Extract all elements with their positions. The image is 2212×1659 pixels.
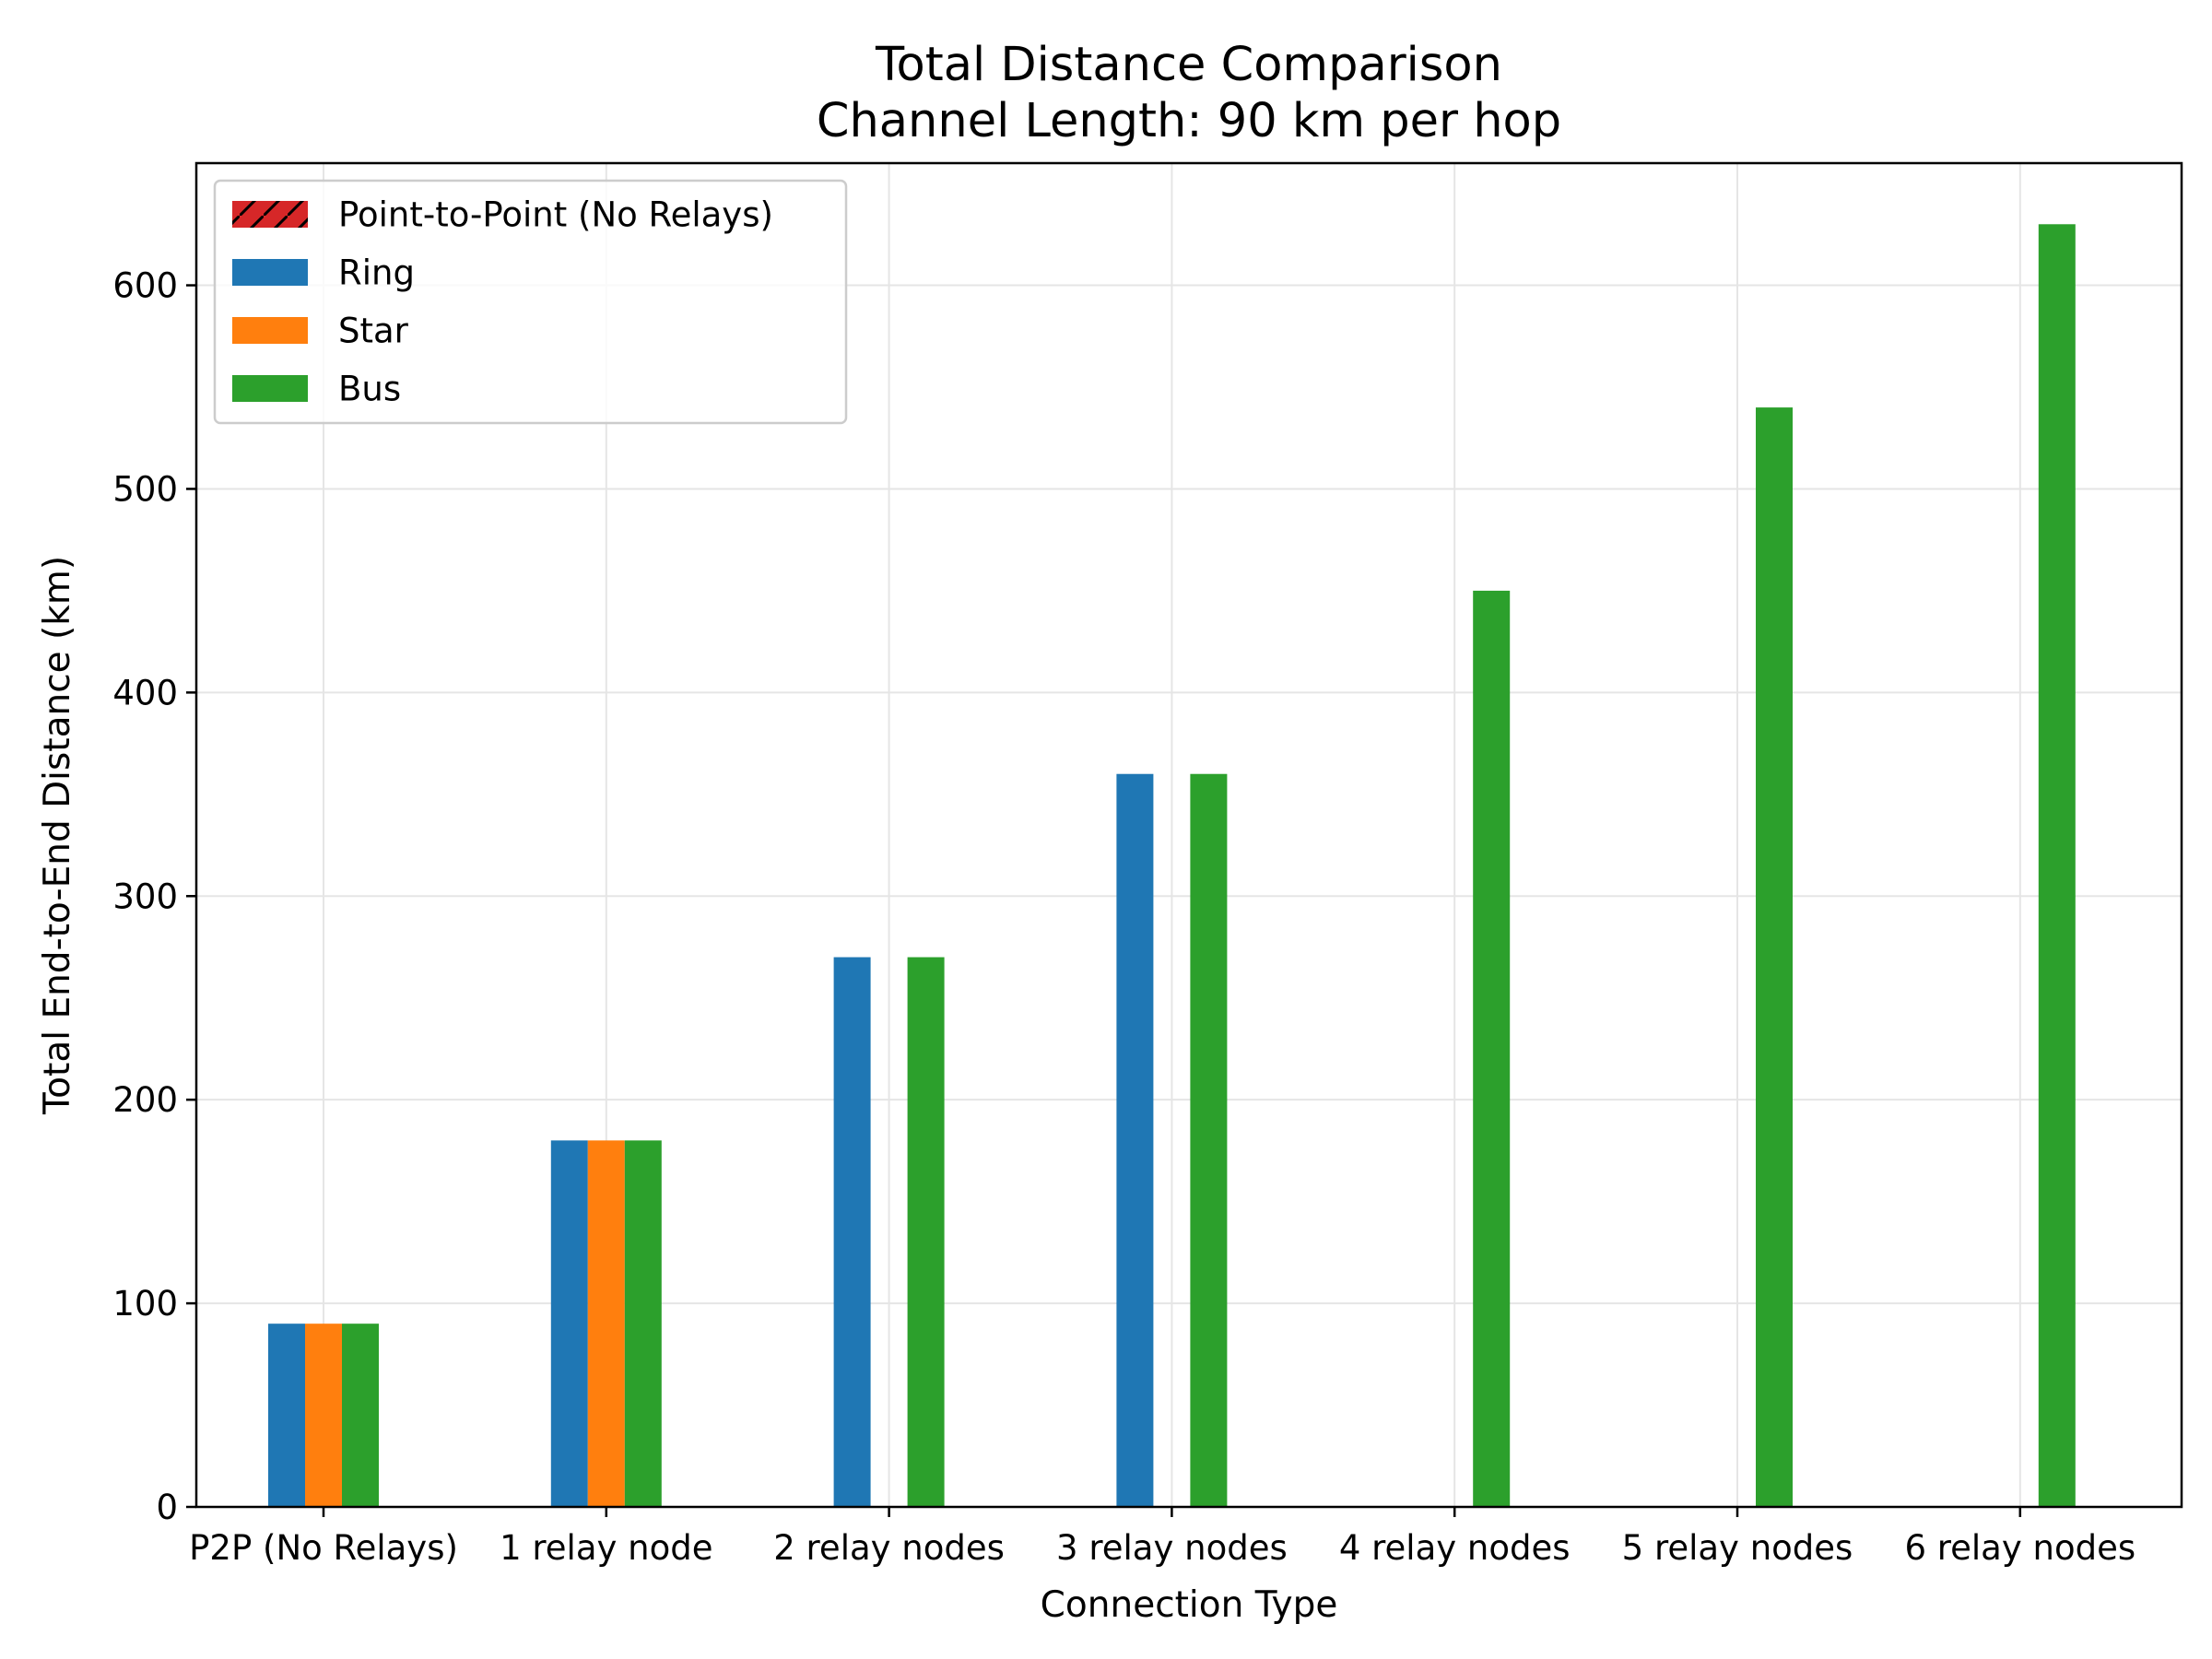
y-tick-label: 600	[112, 266, 178, 306]
bar-bus-6	[2038, 224, 2076, 1508]
y-tick-label: 500	[112, 469, 178, 509]
legend-swatch-ring	[232, 259, 308, 286]
y-tick-label: 100	[112, 1284, 178, 1324]
legend-label-ring: Ring	[338, 253, 415, 293]
grid	[196, 163, 2182, 1508]
bars	[268, 224, 2076, 1508]
y-tick-label: 0	[156, 1488, 178, 1527]
bar-ring-0	[268, 1324, 305, 1507]
legend-swatch-star	[232, 317, 308, 344]
bar-star-0	[305, 1324, 342, 1507]
plot-frame	[194, 161, 2183, 1509]
bar-bus-1	[624, 1140, 662, 1507]
y-tick-label: 300	[112, 877, 178, 916]
bar-star-1	[587, 1140, 625, 1507]
y-tick-label: 400	[112, 673, 178, 712]
bar-ring-2	[833, 957, 871, 1507]
bar-bus-4	[1473, 590, 1511, 1507]
bar-bus-5	[1756, 407, 1793, 1507]
axis-ticks: 0 100 200 300 400 500 600 P2P (No Relays) 1 rela…	[112, 266, 2136, 1568]
x-tick-label: 4 relay nodes	[1339, 1528, 1571, 1568]
y-axis-label: Total End-to-End Distance (km)	[37, 556, 78, 1115]
bar-ring-3	[1116, 773, 1154, 1507]
chart-title: Total Distance Comparison	[875, 38, 1502, 92]
x-tick-label: P2P (No Relays)	[189, 1528, 458, 1568]
legend-label-bus: Bus	[338, 370, 401, 409]
x-tick-label: 1 relay node	[500, 1528, 712, 1568]
legend-swatch-bus	[232, 375, 308, 402]
y-tick-label: 200	[112, 1080, 178, 1120]
bar-ring-1	[550, 1140, 588, 1507]
x-axis-label: Connection Type	[1041, 1584, 1338, 1626]
legend-label-point-to-point-no-relays: Point-to-Point (No Relays)	[338, 195, 773, 235]
bar-bus-3	[1190, 773, 1228, 1507]
legend-hatch	[232, 201, 308, 228]
x-tick-label: 5 relay nodes	[1622, 1528, 1853, 1568]
chart-subtitle: Channel Length: 90 km per hop	[817, 94, 1561, 148]
x-tick-label: 6 relay nodes	[1904, 1528, 2136, 1568]
bar-bus-2	[907, 957, 945, 1507]
legend-frame	[213, 179, 848, 425]
bar-bus-0	[342, 1324, 379, 1507]
legend-label-star: Star	[338, 312, 409, 351]
x-tick-label: 3 relay nodes	[1056, 1528, 1288, 1568]
legend: Point-to-Point (No Relays) Ring Star Bus	[213, 179, 848, 425]
x-tick-label: 2 relay nodes	[773, 1528, 1005, 1568]
